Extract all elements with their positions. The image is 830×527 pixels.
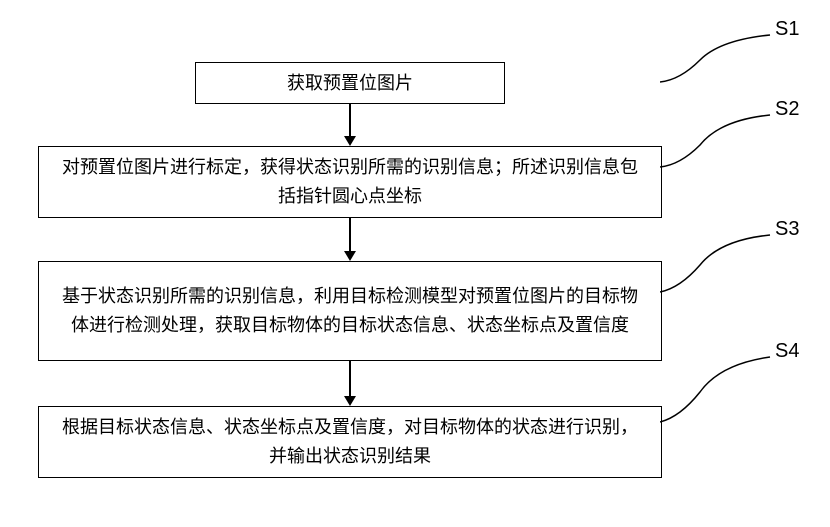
arrow-head: [344, 251, 356, 261]
flowchart-container: 获取预置位图片 对预置位图片进行标定，获得状态识别所需的识别信息；所述识别信息包…: [0, 0, 830, 527]
flowchart-node-s3: 基于状态识别所需的识别信息，利用目标检测模型对预置位图片的目标物体进行检测处理，…: [38, 261, 662, 361]
arrow-line: [349, 218, 351, 251]
step-label-s4: S4: [775, 340, 799, 363]
connector-curve-s4: [660, 352, 775, 427]
arrow-head: [344, 136, 356, 146]
node-text: 对预置位图片进行标定，获得状态识别所需的识别信息；所述识别信息包括指针圆心点坐标: [55, 153, 645, 211]
step-label-s1: S1: [775, 18, 799, 41]
connector-curve-s3: [660, 230, 775, 295]
connector-curve-s1: [660, 30, 775, 85]
arrow-head: [344, 396, 356, 406]
connector-curve-s2: [660, 110, 775, 170]
flowchart-node-s2: 对预置位图片进行标定，获得状态识别所需的识别信息；所述识别信息包括指针圆心点坐标: [38, 146, 662, 218]
step-label-s2: S2: [775, 98, 799, 121]
arrow-line: [349, 361, 351, 396]
step-label-s3: S3: [775, 218, 799, 241]
arrow-line: [349, 104, 351, 136]
node-text: 基于状态识别所需的识别信息，利用目标检测模型对预置位图片的目标物体进行检测处理，…: [55, 282, 645, 340]
flowchart-node-s1: 获取预置位图片: [195, 62, 505, 104]
node-text: 获取预置位图片: [287, 69, 413, 98]
node-text: 根据目标状态信息、状态坐标点及置信度，对目标物体的状态进行识别，并输出状态识别结…: [55, 413, 645, 471]
flowchart-node-s4: 根据目标状态信息、状态坐标点及置信度，对目标物体的状态进行识别，并输出状态识别结…: [38, 406, 662, 478]
